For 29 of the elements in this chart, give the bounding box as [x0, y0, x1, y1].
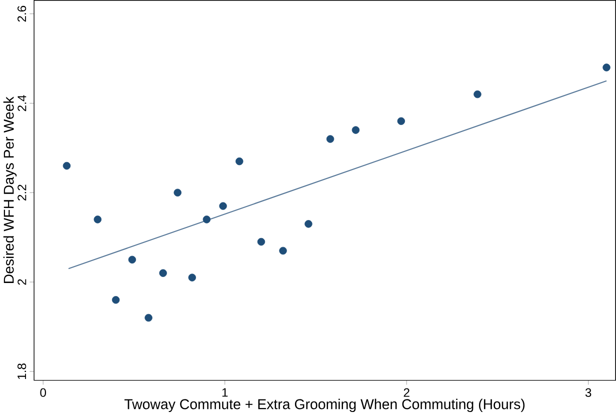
point	[94, 215, 102, 224]
point	[397, 117, 406, 125]
x-tick-label: 1	[222, 388, 228, 396]
y-axis-title: Desired WFH Days Per Week	[3, 96, 17, 283]
point	[128, 256, 136, 264]
y-tick-label: 2.6	[18, 6, 26, 22]
point	[326, 134, 334, 143]
x-tick-label: 3	[585, 388, 592, 397]
point	[257, 238, 266, 246]
point	[112, 296, 120, 304]
point	[236, 157, 244, 165]
point	[352, 126, 360, 134]
x-tick-label: 0	[40, 388, 46, 397]
x-axis-title: Twoway Commute + Extra Grooming When Commuting (Hours)	[124, 398, 525, 412]
point	[279, 246, 287, 254]
y-tick-label: 2.4	[18, 94, 26, 111]
point	[159, 269, 167, 277]
point	[174, 188, 182, 196]
point	[202, 215, 211, 224]
y-tick-label: 2	[18, 279, 26, 285]
point	[219, 202, 227, 210]
point	[304, 220, 312, 228]
y-tick-label: 2.2	[18, 184, 26, 200]
point	[188, 273, 196, 282]
point	[474, 90, 482, 98]
point	[144, 314, 152, 322]
y-tick-label: 1.8	[18, 363, 26, 379]
point	[62, 162, 71, 170]
x-tick-label: 2	[404, 388, 410, 397]
